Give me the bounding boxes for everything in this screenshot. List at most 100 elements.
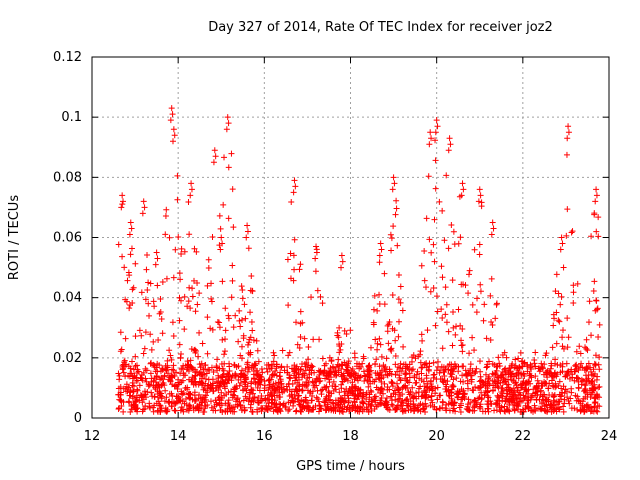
data-point (120, 369, 127, 376)
data-point-peak (118, 204, 125, 211)
data-point (525, 397, 532, 404)
data-point (128, 358, 135, 365)
data-point (463, 370, 470, 377)
data-point-peak (558, 234, 565, 241)
data-point (593, 228, 600, 235)
data-point (588, 332, 595, 339)
data-point (117, 329, 124, 336)
data-point (141, 345, 148, 352)
data-point (438, 306, 445, 313)
data-point (383, 355, 390, 362)
data-point (152, 368, 159, 375)
data-point (173, 393, 180, 400)
data-point (595, 384, 602, 391)
data-point (309, 393, 316, 400)
axis-ticks: 12 14 16 18 20 22 24 0 0.02 0.04 0.06 0.08 0.1 0.12 (53, 50, 617, 444)
data-point-peak (338, 264, 345, 271)
data-point (247, 287, 254, 294)
data-point (125, 384, 132, 391)
data-point (596, 403, 603, 410)
data-point (241, 301, 248, 308)
data-point (511, 406, 518, 413)
data-point (341, 327, 348, 334)
data-point-peak (488, 231, 495, 238)
data-point (308, 362, 315, 369)
data-point (401, 375, 408, 382)
data-point (449, 407, 456, 414)
data-point (310, 336, 317, 343)
data-point (257, 376, 264, 383)
data-point (191, 373, 198, 380)
data-point (579, 364, 586, 371)
data-point-peak (140, 198, 147, 205)
data-point (330, 378, 337, 385)
data-point (565, 368, 572, 375)
data-point (129, 286, 136, 293)
data-point (236, 317, 243, 324)
data-point (188, 377, 195, 384)
data-point (290, 398, 297, 405)
data-point-peak (211, 147, 218, 154)
data-point (159, 330, 166, 337)
data-point (573, 348, 580, 355)
data-point (301, 335, 308, 342)
data-point (526, 378, 533, 385)
data-point (548, 360, 555, 367)
data-point (219, 378, 226, 385)
data-point (443, 319, 450, 326)
data-point (232, 385, 239, 392)
data-point (120, 408, 127, 415)
data-point (157, 405, 164, 412)
data-point (209, 376, 216, 383)
data-point (558, 293, 565, 300)
x-tick-label: 20 (428, 429, 445, 444)
data-point-peak (391, 180, 398, 187)
data-point (364, 367, 371, 374)
data-point-peak (490, 225, 497, 232)
data-point (559, 363, 566, 370)
data-point (296, 383, 303, 390)
data-point (349, 405, 356, 412)
data-point (583, 377, 590, 384)
data-point (244, 361, 251, 368)
data-point-peak (217, 246, 224, 253)
data-point (225, 389, 232, 396)
data-point (147, 360, 154, 367)
data-point (205, 256, 212, 263)
data-point (441, 368, 448, 375)
data-point (449, 342, 456, 349)
data-point (450, 402, 457, 409)
data-point (154, 360, 161, 367)
data-point (556, 406, 563, 413)
data-point (562, 373, 569, 380)
data-point (284, 256, 291, 263)
data-point (177, 354, 184, 361)
data-point (568, 385, 575, 392)
data-point (219, 408, 226, 415)
data-point (290, 252, 297, 259)
data-point (247, 401, 254, 408)
data-point (292, 374, 299, 381)
data-point (595, 333, 602, 340)
data-point (386, 407, 393, 414)
data-point (381, 270, 388, 277)
data-point (519, 380, 526, 387)
data-point (144, 287, 151, 294)
data-point (249, 395, 256, 402)
data-point (405, 389, 412, 396)
data-point (329, 365, 336, 372)
data-point (278, 364, 285, 371)
data-point-peak (128, 225, 135, 232)
data-point (251, 361, 258, 368)
data-point (528, 365, 535, 372)
data-point (376, 291, 383, 298)
data-point (220, 367, 227, 374)
data-point (248, 319, 255, 326)
data-point (214, 319, 221, 326)
data-point-peak (127, 219, 134, 226)
data-point (422, 408, 429, 415)
data-point (377, 397, 384, 404)
data-point (569, 371, 576, 378)
data-point (398, 399, 405, 406)
data-point (555, 290, 562, 297)
